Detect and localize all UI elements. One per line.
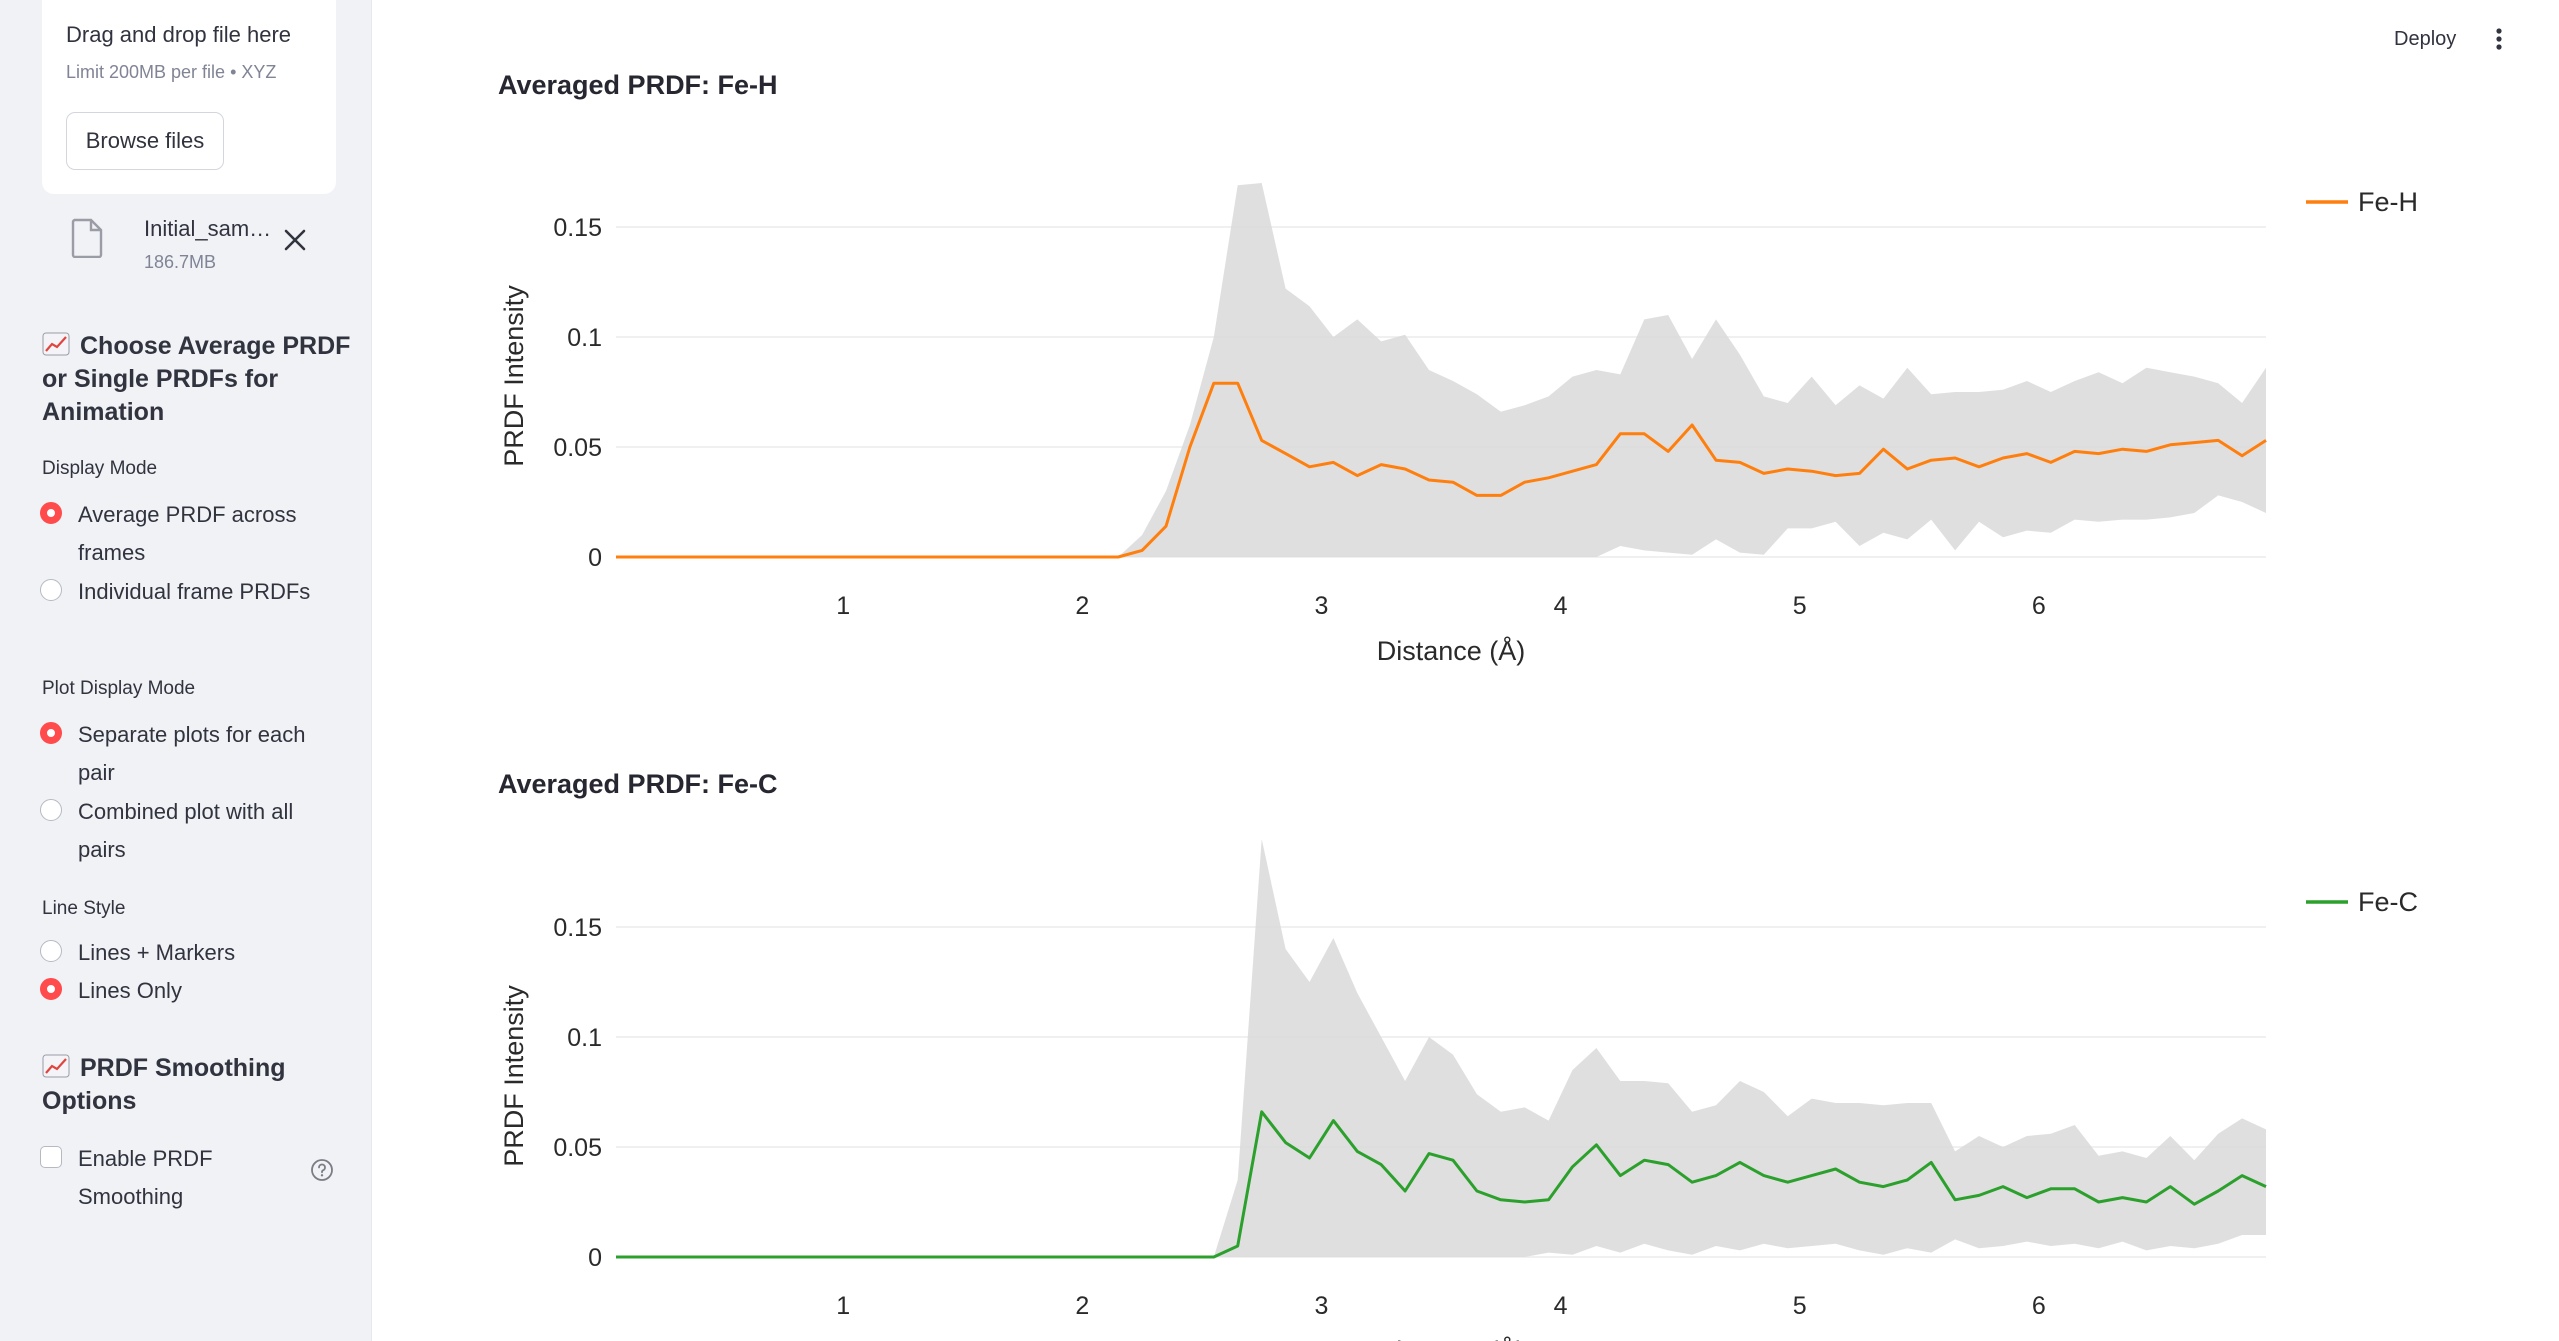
- x-tick-label: 2: [1075, 592, 1089, 620]
- radio-lines-only[interactable]: Lines Only: [40, 972, 340, 1010]
- y-tick-label: 0.15: [553, 914, 602, 942]
- series-line: [616, 1110, 2267, 1259]
- radio-button-selected[interactable]: [40, 502, 62, 524]
- chart-increasing-icon: [42, 1054, 70, 1078]
- sidebar: Drag and drop file here Limit 200MB per …: [0, 0, 372, 1341]
- smoothing-title: PRDF Smoothing Options: [42, 1054, 286, 1115]
- display-mode-label: Display Mode: [42, 458, 158, 479]
- x-tick-label: 3: [1314, 592, 1328, 620]
- uploaded-file-item: Initial_sam… 186.7MB: [70, 212, 340, 278]
- legend-label: Fe-C: [2358, 887, 2418, 917]
- x-tick-label: 1: [836, 1292, 850, 1320]
- radio-button-selected[interactable]: [40, 722, 62, 744]
- deploy-button[interactable]: Deploy: [2394, 28, 2457, 50]
- x-tick-label: 4: [1554, 592, 1568, 620]
- radio-button-selected[interactable]: [40, 978, 62, 1000]
- x-axis-title: Distance (Å): [1377, 635, 1526, 666]
- radio-label: Separate plots for each pair: [78, 722, 306, 785]
- radio-individual-frames[interactable]: Individual frame PRDFs: [40, 573, 340, 653]
- legend-label: Fe-H: [2358, 187, 2418, 217]
- question-circle-icon[interactable]: [310, 1158, 334, 1187]
- radio-label: Lines Only: [78, 978, 182, 1003]
- chart-title: Averaged PRDF: Fe-C: [498, 769, 778, 799]
- radio-button[interactable]: [40, 799, 62, 821]
- deviation-band: [616, 183, 2266, 557]
- line-style-label: Line Style: [42, 898, 126, 919]
- more-vertical-icon[interactable]: [2492, 26, 2506, 57]
- radio-label: Average PRDF across frames: [78, 502, 297, 565]
- y-tick-label: 0.15: [553, 214, 602, 242]
- x-tick-label: 3: [1314, 1292, 1328, 1320]
- radio-average-prdf[interactable]: Average PRDF across frames: [40, 496, 340, 576]
- browse-files-button[interactable]: Browse files: [66, 112, 224, 170]
- y-axis-title: PRDF Intensity: [499, 285, 529, 467]
- dropzone-limit-text: Limit 200MB per file • XYZ: [66, 62, 277, 82]
- radio-combined-plot[interactable]: Combined plot with all pairs: [40, 793, 340, 873]
- file-icon: [70, 218, 104, 263]
- chart-increasing-icon: [42, 332, 70, 356]
- y-tick-label: 0: [588, 1244, 602, 1272]
- plot-display-mode-label: Plot Display Mode: [42, 678, 196, 699]
- radio-label: Lines + Markers: [78, 940, 236, 965]
- radio-lines-markers[interactable]: Lines + Markers: [40, 934, 340, 972]
- x-tick-label: 6: [2032, 592, 2046, 620]
- dropzone-title: Drag and drop file here: [66, 22, 292, 47]
- checkbox-label: Enable PRDF Smoothing: [78, 1146, 213, 1209]
- prdf-mode-title: Choose Average PRDF or Single PRDFs for …: [42, 332, 351, 426]
- x-tick-label: 1: [836, 592, 850, 620]
- y-tick-label: 0.05: [553, 434, 602, 462]
- y-tick-label: 0.1: [567, 324, 602, 352]
- radio-separate-plots[interactable]: Separate plots for each pair: [40, 716, 340, 796]
- radio-button[interactable]: [40, 579, 62, 601]
- uploaded-file-name: Initial_sam…: [144, 216, 272, 241]
- x-tick-label: 5: [1793, 1292, 1807, 1320]
- uploaded-file-size: 186.7MB: [144, 252, 217, 272]
- radio-label: Combined plot with all pairs: [78, 799, 294, 862]
- radio-label: Individual frame PRDFs: [78, 579, 311, 604]
- x-tick-label: 5: [1793, 592, 1807, 620]
- y-tick-label: 0.1: [567, 1024, 602, 1052]
- x-tick-label: 2: [1075, 1292, 1089, 1320]
- x-tick-label: 4: [1554, 1292, 1568, 1320]
- deviation-band: [616, 840, 2266, 1257]
- y-tick-label: 0.05: [553, 1134, 602, 1162]
- close-icon[interactable]: [282, 226, 308, 258]
- app-toolbar: Deploy: [2340, 0, 2559, 80]
- chart-title: Averaged PRDF: Fe-H: [498, 70, 778, 100]
- y-tick-label: 0: [588, 544, 602, 572]
- radio-button[interactable]: [40, 940, 62, 962]
- enable-smoothing-checkbox-row[interactable]: Enable PRDF Smoothing: [40, 1140, 340, 1216]
- x-tick-label: 6: [2032, 1292, 2046, 1320]
- prdf-chart-fe-h: 0 0.05 0.1 0.15 1 2 3 4 5 6 Distance (Å) PRDF Inten…: [499, 183, 2418, 666]
- prdf-chart-fe-c: 0 0.05 0.1 0.15 1 2 3 4 5 6 Distance (Å) PRDF Inten…: [499, 840, 2418, 1341]
- smoothing-header: PRDF Smoothing Options: [42, 1052, 352, 1118]
- series-line: [616, 381, 2267, 559]
- file-dropzone[interactable]: Drag and drop file here Limit 200MB per …: [42, 0, 336, 194]
- x-axis-title: Distance (Å): [1377, 1335, 1526, 1341]
- y-axis-title: PRDF Intensity: [499, 985, 529, 1167]
- prdf-mode-header: Choose Average PRDF or Single PRDFs for …: [42, 330, 352, 429]
- enable-smoothing-checkbox[interactable]: [40, 1146, 62, 1168]
